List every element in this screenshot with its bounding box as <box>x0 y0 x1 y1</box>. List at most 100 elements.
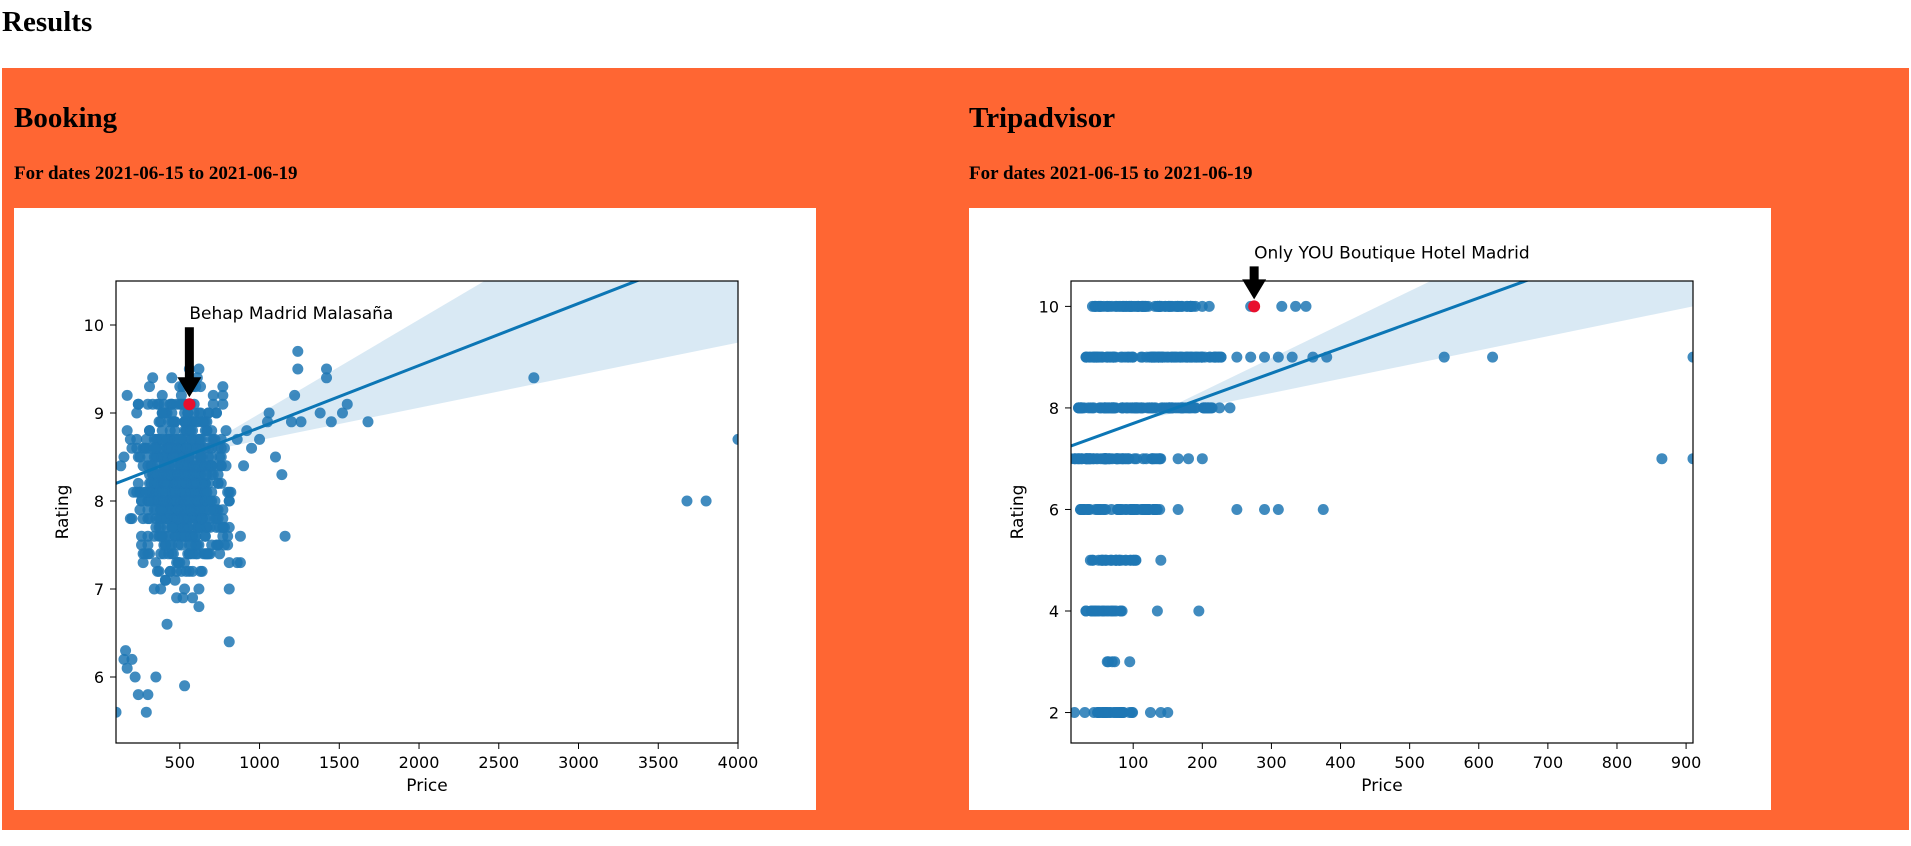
data-point <box>1487 351 1499 363</box>
data-point <box>134 504 146 516</box>
data-point <box>1136 351 1148 363</box>
plot-frame <box>115 280 739 744</box>
data-point <box>142 513 154 525</box>
data-point <box>1124 656 1136 668</box>
data-point <box>254 433 266 445</box>
data-point <box>362 416 374 428</box>
data-point <box>1086 402 1098 414</box>
tripadvisor-chart: Only YOU Boutique Hotel Madrid 100 200 300 4… <box>1008 243 1702 796</box>
data-point <box>1151 503 1163 515</box>
data-point <box>121 389 133 401</box>
data-point <box>222 530 234 542</box>
data-point <box>193 583 205 595</box>
x-tick-label: 1000 <box>239 753 280 772</box>
data-point <box>147 372 159 384</box>
x-tick-label: 500 <box>165 753 196 772</box>
data-point <box>199 486 211 498</box>
x-tick-label: 800 <box>1602 753 1633 772</box>
data-point <box>179 530 191 542</box>
data-point <box>1438 351 1450 363</box>
data-point <box>1110 554 1122 566</box>
data-point <box>156 389 168 401</box>
data-point <box>187 425 199 437</box>
data-point <box>1300 300 1312 312</box>
data-point <box>223 495 235 507</box>
x-tick-label: 2000 <box>399 753 440 772</box>
data-point <box>195 451 207 463</box>
data-point <box>143 425 155 437</box>
data-point <box>1142 300 1154 312</box>
confidence-band <box>1145 281 1693 419</box>
data-point <box>1145 402 1157 414</box>
data-point <box>1181 300 1193 312</box>
data-point <box>217 398 229 410</box>
data-point <box>132 689 144 701</box>
x-axis-label: Price <box>1361 776 1402 796</box>
data-point <box>140 442 152 454</box>
data-point <box>1290 300 1302 312</box>
data-point <box>142 689 154 701</box>
data-point <box>1082 503 1094 515</box>
data-point <box>206 451 218 463</box>
data-point <box>175 539 187 551</box>
data-point <box>129 671 141 683</box>
y-tick-label: 8 <box>1049 399 1059 418</box>
annotation-arrow-head <box>177 377 202 398</box>
data-point <box>151 451 163 463</box>
y-tick-label: 8 <box>94 492 104 511</box>
data-point <box>1687 453 1693 465</box>
data-point <box>179 460 191 472</box>
data-point <box>193 601 205 613</box>
data-point <box>223 557 235 569</box>
data-point <box>142 530 154 542</box>
data-point <box>1144 707 1156 719</box>
x-tick-label: 600 <box>1463 753 1494 772</box>
data-point <box>166 442 178 454</box>
confidence-band <box>190 281 738 455</box>
data-point <box>164 565 176 577</box>
data-point <box>196 477 208 489</box>
data-point <box>118 653 130 665</box>
plot-frame <box>1070 280 1694 744</box>
data-point <box>136 495 148 507</box>
data-point <box>193 363 205 375</box>
y-axis-label: Rating <box>53 485 73 540</box>
y-tick-label: 10 <box>84 316 104 335</box>
data-point <box>203 548 215 560</box>
data-point <box>191 495 203 507</box>
data-point <box>217 381 229 393</box>
data-point <box>1109 656 1121 668</box>
data-point <box>155 513 167 525</box>
data-point <box>212 539 224 551</box>
data-point <box>1100 707 1112 719</box>
data-point <box>155 416 167 428</box>
data-point <box>121 662 133 674</box>
data-point <box>179 583 191 595</box>
x-tick-label: 1500 <box>319 753 360 772</box>
data-point <box>1169 300 1181 312</box>
data-point <box>222 539 234 551</box>
data-point <box>177 592 189 604</box>
data-point <box>1125 300 1137 312</box>
data-point <box>183 548 195 560</box>
x-tick-label: 200 <box>1187 753 1218 772</box>
data-point <box>212 469 224 481</box>
x-tick-label: 500 <box>1394 753 1425 772</box>
data-point <box>169 574 181 586</box>
data-point <box>161 469 173 481</box>
annotation-label: Only YOU Boutique Hotel Madrid <box>1254 243 1530 263</box>
data-point <box>199 530 211 542</box>
data-point <box>150 557 162 569</box>
y-tick-label: 10 <box>1039 297 1059 316</box>
data-point <box>238 460 250 472</box>
data-point <box>234 530 246 542</box>
data-point <box>1199 402 1211 414</box>
x-tick-label: 900 <box>1671 753 1702 772</box>
y-tick-label: 6 <box>94 668 104 687</box>
data-point <box>166 407 178 419</box>
data-point <box>187 592 199 604</box>
highlight-point <box>1248 300 1261 313</box>
tripadvisor-chart-container: Only YOU Boutique Hotel Madrid 100 200 300 4… <box>969 208 1771 810</box>
x-tick-label: 300 <box>1256 753 1287 772</box>
data-point <box>188 460 200 472</box>
